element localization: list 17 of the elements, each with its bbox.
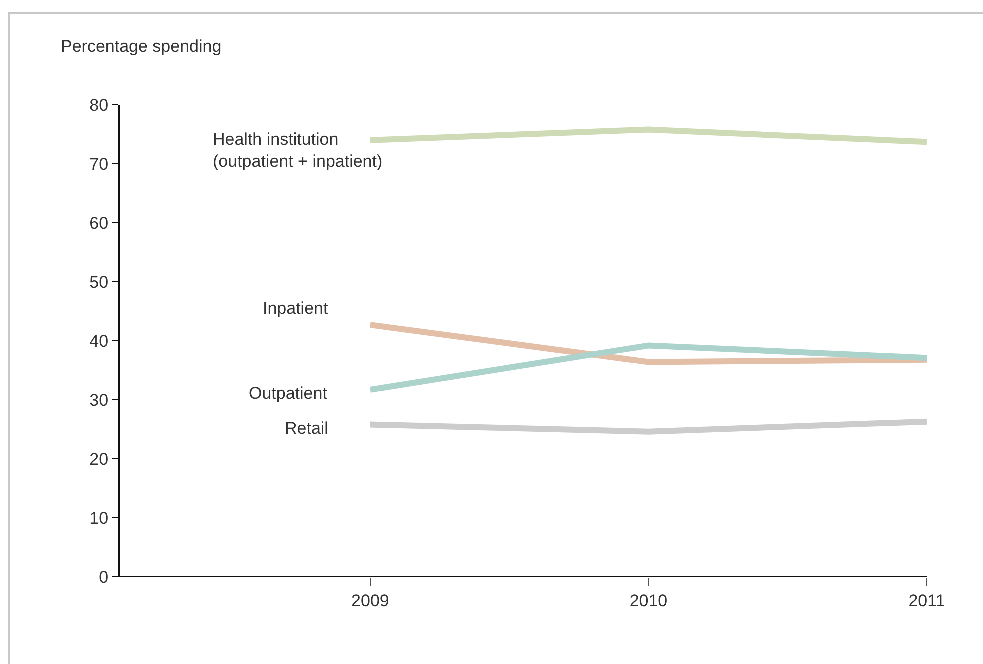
y-tick-label: 50 (90, 272, 109, 292)
y-tick-label: 70 (90, 154, 109, 174)
y-tick-label: 30 (90, 390, 109, 410)
y-tick-label: 80 (90, 96, 109, 115)
text: Outpatient (249, 384, 328, 403)
y-tick-label: 10 (90, 508, 109, 528)
text: Inpatient (263, 299, 328, 318)
y-tick-label: 60 (90, 214, 109, 233)
y-tick-label: 20 (90, 450, 109, 469)
x-tick-label: 2010 (630, 591, 668, 610)
text: Retail (285, 419, 328, 438)
series-label: Health institution (outpatient + inpatient) (213, 130, 383, 172)
x-tick-label: 2011 (908, 591, 946, 610)
y-tick-label: 40 (90, 332, 109, 351)
y-axis-title: Percentage spending (61, 37, 222, 56)
y-tick-label: 0 (99, 568, 109, 587)
x-tick-label: 2009 (352, 591, 390, 610)
